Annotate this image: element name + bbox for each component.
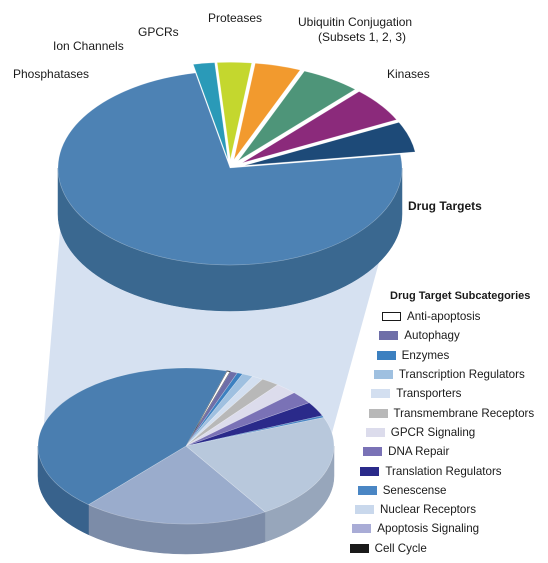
legend-item-gpcr-signaling: GPCR Signaling [326, 423, 546, 442]
legend: Drug Target Subcategories Anti-apoptosis… [326, 288, 546, 558]
slice-label-drug-targets: Drug Targets [408, 199, 482, 213]
legend-label: Transmembrane Receptors [393, 406, 535, 420]
slice-anti-apoptosis [185, 370, 232, 447]
legend-title: Drug Target Subcategories [390, 290, 531, 302]
subcategory-pie [37, 367, 335, 555]
legend-item-cell-cycle: Cell Cycle [326, 539, 546, 558]
legend-item-autophagy: Autophagy [326, 326, 546, 345]
legend-swatch [365, 427, 385, 437]
legend-swatch [371, 389, 391, 399]
legend-label: Cell Cycle [374, 541, 427, 555]
slice-nuclear-receptors [185, 417, 335, 513]
slice-label-ubiquitin-conjugation: Ubiquitin Conjugation (Subsets 1, 2, 3) [298, 15, 412, 44]
legend-label: Apoptosis Signaling [377, 522, 480, 536]
slice-ubiquitin-conjugation-subsets-1-2-3 [242, 91, 398, 164]
legend-swatch [376, 350, 396, 360]
legend-label: Senescense [382, 483, 447, 497]
legend-item-translation-regulators: Translation Regulators [326, 461, 546, 480]
slice-enzymes [185, 372, 244, 447]
pie-faces [37, 367, 335, 525]
slice-ion-channels [216, 61, 253, 160]
legend-swatch [360, 466, 380, 476]
slice-kinases [244, 122, 416, 166]
pie-faces [57, 61, 416, 266]
legend-item-dna-repair: DNA Repair [326, 442, 546, 461]
legend-label: GPCR Signaling [390, 425, 476, 439]
legend-swatch [382, 312, 401, 322]
drug-target-pie [57, 61, 416, 312]
legend-item-anti-apoptosis: Anti-apoptosis [326, 307, 546, 326]
legend-item-enzymes: Enzymes [326, 346, 546, 365]
slice-label-gpcrs: GPCRs [138, 25, 179, 39]
legend-item-senescense: Senescense [326, 481, 546, 500]
legend-item-transcription-regulators: Transcription Regulators [326, 365, 546, 384]
slice-autophagy [185, 371, 238, 447]
slice-label-proteases: Proteases [208, 11, 262, 25]
legend-item-transmembrane-receptors: Transmembrane Receptors [326, 403, 546, 422]
slice-senescense [185, 415, 325, 447]
slice-translation-regulators [185, 402, 323, 447]
legend-item-transporters: Transporters [326, 384, 546, 403]
slice-drug-targets [57, 72, 403, 266]
slice-transcription-regulators [185, 373, 254, 447]
legend-swatch [352, 524, 372, 534]
legend-swatch [363, 447, 383, 457]
legend-label: DNA Repair [388, 445, 450, 459]
legend-label: Autophagy [404, 329, 460, 343]
slice-apoptosis-signaling [87, 445, 266, 525]
legend-label: Transcription Regulators [398, 368, 525, 382]
slice-gpcr-signaling [185, 384, 295, 447]
legend-items: Anti-apoptosis Autophagy Enzymes Transcript… [326, 307, 546, 558]
slice-transporters [185, 376, 264, 447]
legend-label: Nuclear Receptors [380, 503, 477, 517]
legend-swatch [355, 505, 374, 515]
legend-label: Anti-apoptosis [407, 310, 481, 324]
pie-sides [37, 445, 335, 555]
slice-gpcrs [233, 62, 301, 160]
slice-cell-cycle [37, 367, 228, 506]
slice-dna-repair [185, 392, 310, 447]
legend-swatch [379, 331, 399, 341]
legend-label: Transporters [396, 387, 462, 401]
legend-item-nuclear-receptors: Nuclear Receptors [326, 500, 546, 519]
slice-proteases [238, 70, 356, 161]
slice-transmembrane-receptors [185, 378, 279, 447]
slice-label-ion-channels: Ion Channels [53, 39, 124, 53]
legend-item-apoptosis-signaling: Apoptosis Signaling [326, 519, 546, 538]
slice-label-kinases: Kinases [387, 67, 430, 81]
legend-label: Translation Regulators [385, 464, 502, 478]
slice-labels: Phosphatases Ion Channels GPCRs Protease… [13, 11, 482, 213]
slice-phosphatases [192, 62, 229, 160]
legend-label: Enzymes [401, 348, 450, 362]
legend-swatch [349, 543, 369, 553]
legend-swatch [357, 485, 377, 495]
slice-label-phosphatases: Phosphatases [13, 67, 89, 81]
legend-swatch [373, 370, 393, 380]
legend-swatch [368, 408, 388, 418]
